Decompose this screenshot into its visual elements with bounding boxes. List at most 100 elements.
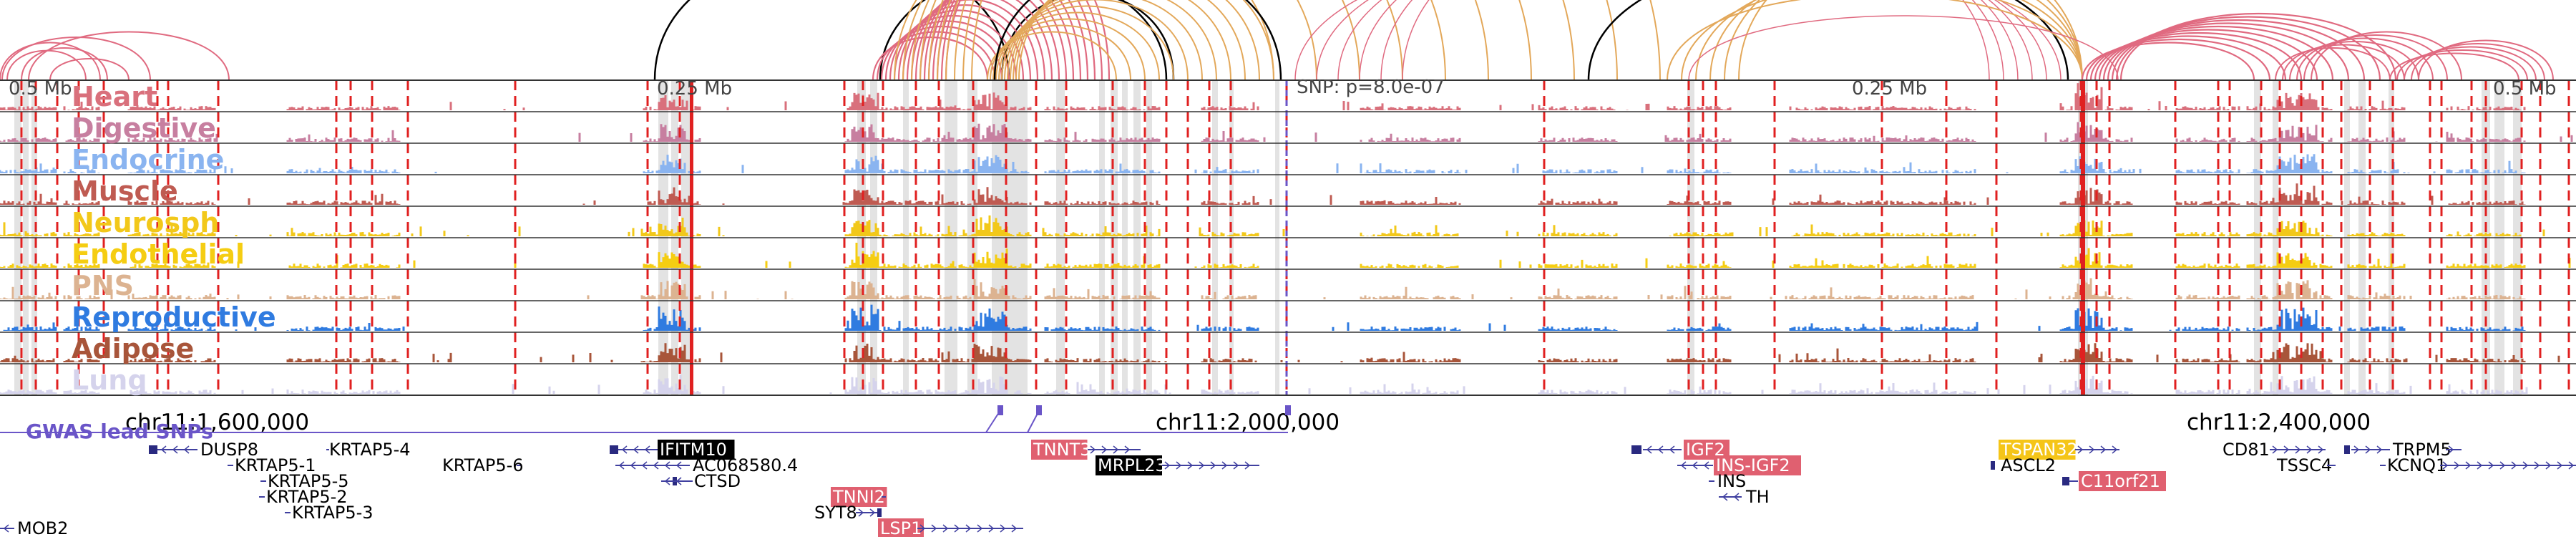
gene-exon xyxy=(2344,445,2350,454)
interaction-arc xyxy=(2115,16,2381,81)
gene-label-ins-igf2[interactable]: INS-IGF2 xyxy=(1716,455,1790,475)
interaction-arc xyxy=(2418,39,2554,81)
gene-exon xyxy=(149,445,157,454)
interaction-arc xyxy=(1294,0,2062,81)
gene-label-highlight xyxy=(658,440,735,460)
gene-label-mob2[interactable]: MOB2 xyxy=(17,518,68,537)
strand-arrow xyxy=(2499,461,2506,470)
strand-arrow xyxy=(988,524,995,533)
gwas-snp-marker[interactable] xyxy=(1285,405,1291,415)
gene-label-c11orf21[interactable]: C11orf21 xyxy=(2081,471,2160,491)
gene-label-highlight xyxy=(2079,471,2166,491)
track-label-digestive[interactable]: Digestive xyxy=(72,112,216,144)
interaction-arc xyxy=(1709,0,2083,81)
gene-label-krtap5-6[interactable]: KRTAP5-6 xyxy=(442,455,524,475)
gwas-snp-marker[interactable] xyxy=(997,405,1003,415)
interaction-arc xyxy=(1667,0,2083,81)
gene-label-highlight xyxy=(1714,455,1801,475)
interaction-arc xyxy=(2111,19,2366,81)
strand-arrow xyxy=(2448,445,2454,454)
interaction-arc xyxy=(2081,42,2255,81)
strand-arrow xyxy=(1113,445,1119,454)
gene-label-ins[interactable]: INS xyxy=(1717,471,1746,491)
gene-label-mrpl23[interactable]: MRPL23 xyxy=(1098,455,1166,475)
track-label-neurosph[interactable]: Neurosph xyxy=(72,207,219,238)
strand-arrow xyxy=(664,461,670,470)
interaction-arc xyxy=(998,5,1174,81)
strand-arrow xyxy=(2522,461,2529,470)
track-label-heart[interactable]: Heart xyxy=(72,81,157,112)
gene-label-tssc4[interactable]: TSSC4 xyxy=(2276,455,2332,475)
gene-label-krtap5-1[interactable]: KRTAP5-1 xyxy=(235,455,316,475)
gene-label-syt8[interactable]: SYT8 xyxy=(814,503,857,523)
strand-arrow xyxy=(1090,445,1096,454)
interaction-arc xyxy=(49,58,130,81)
track-label-endothelial[interactable]: Endothelial xyxy=(72,238,245,270)
strand-arrow xyxy=(183,445,190,454)
interaction-arc xyxy=(893,9,1025,81)
interaction-arc xyxy=(1724,0,2083,81)
gene-label-tnnt3[interactable]: TNNT3 xyxy=(1033,440,1091,460)
gene-label-kcnq1[interactable]: KCNQ1 xyxy=(2387,455,2446,475)
gene-label-ascl2[interactable]: ASCL2 xyxy=(2001,455,2056,475)
gene-label-highlight xyxy=(831,487,887,507)
interaction-arc xyxy=(1688,15,2119,81)
strand-arrow xyxy=(2545,461,2552,470)
gene-label-lsp1[interactable]: LSP1 xyxy=(880,518,922,537)
gene-label-ctsd[interactable]: CTSD xyxy=(694,471,741,491)
interaction-arc xyxy=(2089,35,2287,81)
gene-label-ac068580[interactable]: AC068580.4 xyxy=(693,455,798,475)
strand-arrow xyxy=(160,445,167,454)
interaction-arc xyxy=(2282,44,2405,81)
interaction-arc xyxy=(906,0,1046,81)
gwas-snp-marker[interactable] xyxy=(1036,405,1042,415)
track-borders xyxy=(0,79,2576,396)
strand-arrow xyxy=(2465,461,2472,470)
signal-track-endocrine xyxy=(0,154,2526,173)
track-label-pns[interactable]: PNS xyxy=(72,270,134,301)
gene-label-krtap5-2[interactable]: KRTAP5-2 xyxy=(266,487,348,507)
strand-arrow xyxy=(1692,461,1698,470)
interaction-arc xyxy=(2107,22,2350,81)
interaction-arc xyxy=(932,0,1089,81)
interaction-arc xyxy=(1010,0,1231,81)
gene-label-dusp8[interactable]: DUSP8 xyxy=(200,440,258,460)
interaction-arc xyxy=(1004,0,1203,81)
strand-arrow xyxy=(954,524,960,533)
track-label-endocrine[interactable]: Endocrine xyxy=(72,144,224,175)
interaction-arc xyxy=(2396,49,2528,81)
track-label-adipose[interactable]: Adipose xyxy=(72,333,194,364)
track-label-lung[interactable]: Lung xyxy=(72,364,147,396)
strand-arrow xyxy=(1011,524,1018,533)
gene-label-tnni2[interactable]: TNNI2 xyxy=(832,487,885,507)
track-label-reproductive[interactable]: Reproductive xyxy=(72,301,276,333)
strand-arrow xyxy=(858,508,864,517)
interaction-arc xyxy=(1,37,151,81)
interaction-arc xyxy=(2404,46,2537,81)
gene-label-cd81[interactable]: CD81 xyxy=(2223,440,2270,460)
track-label-muscle[interactable]: Muscle xyxy=(72,175,178,207)
interaction-arc xyxy=(2303,34,2448,81)
gene-label-tpm5[interactable]: TRPM5 xyxy=(2392,440,2451,460)
gene-label-ifitm10[interactable]: IFITM10 xyxy=(660,440,727,460)
coordinate-label-3: chr11:2,400,000 xyxy=(2187,410,2371,435)
interaction-arc xyxy=(2275,47,2391,81)
gene-label-krtap5-3[interactable]: KRTAP5-3 xyxy=(292,503,374,523)
strand-arrow xyxy=(931,524,937,533)
interaction-arc xyxy=(0,42,101,81)
strand-arrow xyxy=(1722,493,1728,501)
interaction-arc xyxy=(1681,0,2083,81)
strand-arrow xyxy=(2557,461,2563,470)
gene-label-krtap5-5[interactable]: KRTAP5-5 xyxy=(268,471,349,491)
gene-label-th[interactable]: TH xyxy=(1745,487,1770,507)
strand-arrow xyxy=(2077,445,2084,454)
strand-arrow xyxy=(1101,445,1108,454)
signal-track-endothelial xyxy=(0,242,2571,268)
signal-track-muscle xyxy=(0,183,2526,205)
gene-label-tspan32[interactable]: TSPAN32 xyxy=(2000,440,2078,460)
strand-arrow xyxy=(2089,445,2095,454)
signal-track-heart xyxy=(0,83,2526,110)
gene-label-krtap5-4[interactable]: KRTAP5-4 xyxy=(329,440,411,460)
strand-arrow xyxy=(664,477,670,485)
